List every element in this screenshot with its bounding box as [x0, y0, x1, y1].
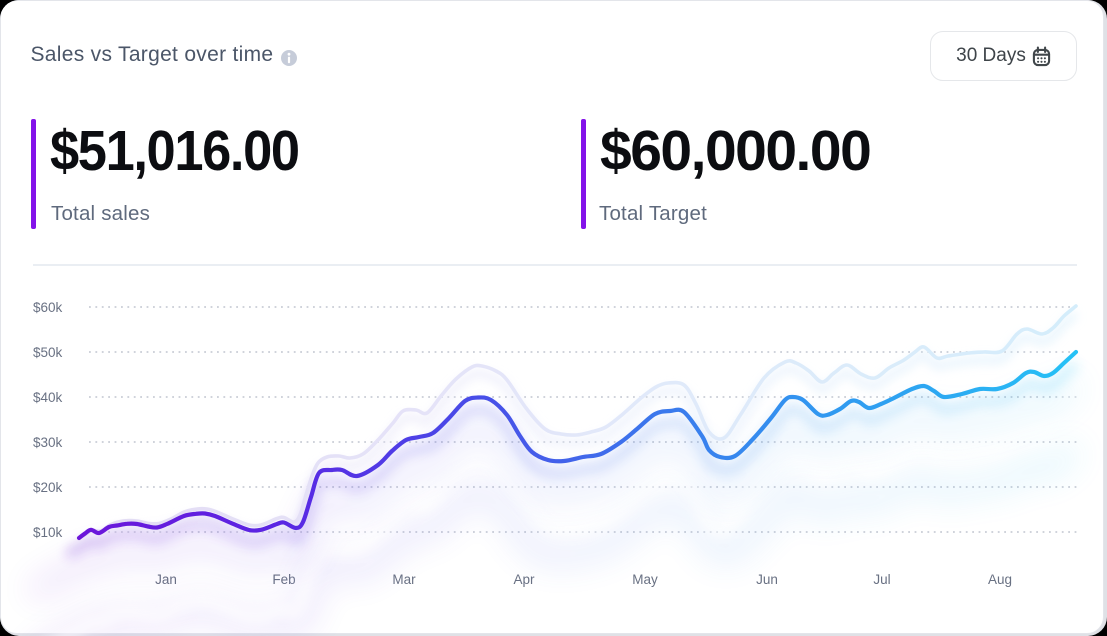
svg-text:Aug: Aug — [988, 572, 1012, 587]
svg-text:$40k: $40k — [33, 390, 63, 405]
svg-text:$10k: $10k — [33, 525, 63, 540]
svg-text:Jan: Jan — [155, 572, 177, 587]
svg-text:$50k: $50k — [33, 345, 63, 360]
svg-text:Apr: Apr — [513, 572, 535, 587]
svg-text:Mar: Mar — [392, 572, 416, 587]
svg-text:$20k: $20k — [33, 480, 63, 495]
svg-text:$60k: $60k — [33, 300, 63, 315]
svg-text:May: May — [632, 572, 658, 587]
svg-text:Jul: Jul — [873, 572, 890, 587]
svg-text:$30k: $30k — [33, 435, 63, 450]
svg-text:Jun: Jun — [756, 572, 778, 587]
svg-text:Feb: Feb — [272, 572, 295, 587]
